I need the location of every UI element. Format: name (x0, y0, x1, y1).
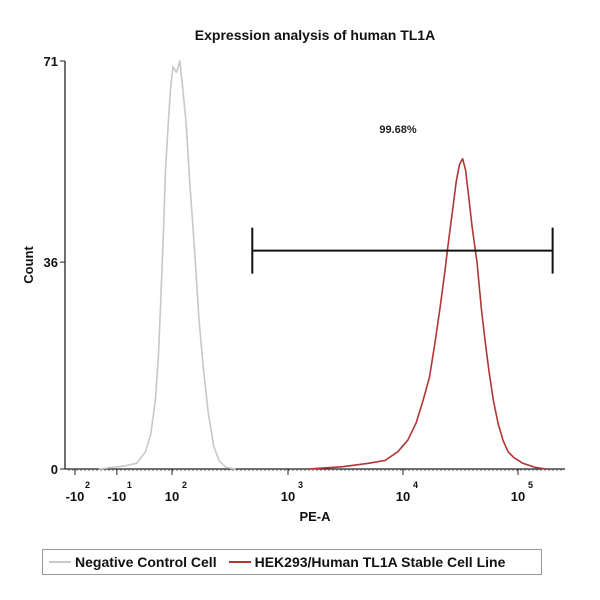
x-tick-exponent-1: 1 (127, 480, 132, 490)
x-tick-label-0: -10 (66, 489, 85, 504)
chart-title: Expression analysis of human TL1A (195, 27, 435, 43)
x-tick-label-4: 10 (396, 489, 410, 504)
x-tick-exponent-5: 5 (528, 480, 533, 490)
x-tick-exponent-0: 2 (85, 480, 90, 490)
legend-label-negative-control: Negative Control Cell (75, 554, 217, 570)
x-tick-exponent-4: 4 (413, 480, 418, 490)
y-axis-label: Count (21, 246, 36, 284)
y-tick-label-2: 0 (51, 462, 58, 477)
series-line-0 (98, 60, 236, 470)
x-tick-exponent-2: 2 (182, 480, 187, 490)
series-line-1 (308, 157, 547, 470)
x-tick-exponent-3: 3 (298, 480, 303, 490)
legend-swatch-hek293 (228, 561, 251, 563)
x-tick-label-5: 10 (511, 489, 525, 504)
legend-label-hek293: HEK293/Human TL1A Stable Cell Line (254, 554, 506, 570)
gate-percentage-label: 99.68% (379, 124, 417, 136)
y-tick-label-0: 71 (44, 54, 58, 69)
x-axis-label: PE-A (299, 509, 331, 524)
legend-swatch-negative-control (49, 561, 71, 563)
x-tick-label-1: -10 (107, 489, 126, 504)
x-tick-label-3: 10 (281, 489, 295, 504)
x-tick-label-2: 10 (165, 489, 179, 504)
legend: Negative Control Cell HEK293/Human TL1A … (42, 549, 542, 575)
plot-canvas: Expression analysis of human TL1A 71 36 0 -1… (21, 27, 565, 524)
legend-item-negative-control: Negative Control Cell (49, 554, 217, 570)
y-tick-label-1: 36 (44, 255, 58, 270)
legend-item-hek293: HEK293/Human TL1A Stable Cell Line (228, 554, 506, 570)
